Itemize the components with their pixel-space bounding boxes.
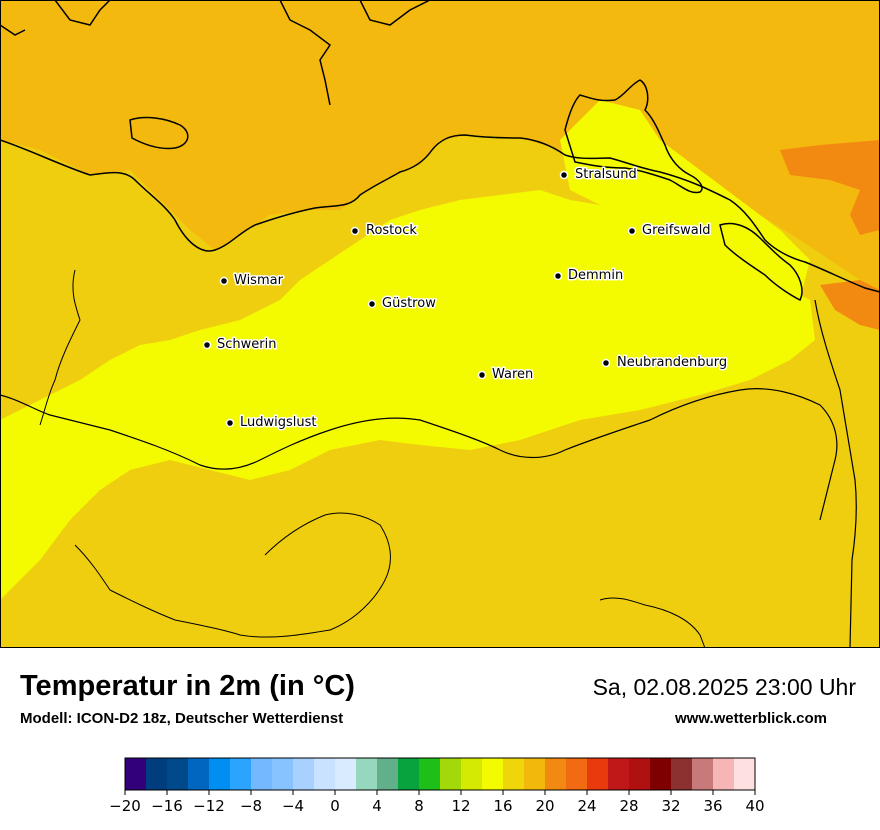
model-source: Modell: ICON-D2 18z, Deutscher Wetterdie… xyxy=(20,710,344,727)
forecast-datetime: Sa, 02.08.2025 23:00 Uhr xyxy=(592,674,856,700)
legend-color-step xyxy=(671,758,693,790)
legend-color-step xyxy=(146,758,168,790)
legend-color-step xyxy=(587,758,609,790)
city-marker-rostock: Rostock xyxy=(350,222,419,240)
legend-color-step xyxy=(377,758,399,790)
coastline xyxy=(0,134,880,293)
city-marker-schwerin: Schwerin xyxy=(202,336,278,354)
city-marker-guestrow: Güstrow xyxy=(367,295,438,313)
color-scale-legend: −20 −16 −12 −8 −4 0 4 8 12 16 20 24 28 32 36 40 xyxy=(109,757,765,815)
city-marker-wismar: Wismar xyxy=(219,272,285,290)
legend-color-step xyxy=(398,758,420,790)
legend-tick-label: 0 xyxy=(330,797,340,815)
legend-tick-label: −4 xyxy=(282,797,304,815)
legend-color-step xyxy=(629,758,651,790)
city-marker-greifswald: Greifswald xyxy=(627,222,712,240)
coast-north-islands xyxy=(0,0,431,106)
legend-color-step xyxy=(251,758,273,790)
legend-color-step xyxy=(545,758,567,790)
warm-area-south xyxy=(550,590,710,648)
legend-color-step xyxy=(440,758,462,790)
legend-tick-label: −20 xyxy=(109,797,141,815)
legend-tick-label: −8 xyxy=(240,797,262,815)
legend-color-step xyxy=(209,758,231,790)
city-marker-waren: Waren xyxy=(477,366,535,384)
legend-frame xyxy=(124,757,756,791)
island-ruegen xyxy=(564,79,703,194)
hot-area-east xyxy=(780,140,880,235)
district-border-south xyxy=(74,512,706,648)
legend-tick-label: 20 xyxy=(535,797,554,815)
district-border-west xyxy=(39,269,81,426)
island-north xyxy=(129,116,189,150)
legend-color-step xyxy=(356,758,378,790)
legend-color-step xyxy=(314,758,336,790)
legend-color-step xyxy=(293,758,315,790)
legend-color-step xyxy=(419,758,441,790)
city-label-stralsund: Stralsund xyxy=(575,167,637,182)
city-label-demmin: Demmin xyxy=(568,268,623,283)
legend-color-step xyxy=(167,758,189,790)
legend-tick-label: 28 xyxy=(619,797,638,815)
city-label-greifswald: Greifswald xyxy=(642,223,711,238)
city-label-guestrow: Güstrow xyxy=(382,296,436,311)
legend-color-step xyxy=(608,758,630,790)
map-title: Temperatur in 2m (in °C) xyxy=(20,670,355,702)
legend-color-step xyxy=(461,758,483,790)
legend-color-step xyxy=(230,758,252,790)
city-marker-neubrandenburg: Neubrandenburg xyxy=(601,354,729,372)
legend-color-step xyxy=(524,758,546,790)
state-border-east xyxy=(814,299,857,648)
legend-color-step xyxy=(503,758,525,790)
hot-area-southeast xyxy=(820,280,880,330)
legend-color-step xyxy=(188,758,210,790)
land-mild-coast xyxy=(560,100,810,300)
legend-color-step xyxy=(335,758,357,790)
city-marker-demmin: Demmin xyxy=(553,267,625,285)
legend-tick-label: −12 xyxy=(193,797,225,815)
legend-color-step xyxy=(734,758,756,790)
city-label-neubrandenburg: Neubrandenburg xyxy=(617,355,727,370)
website-credit: www.wetterblick.com xyxy=(675,710,827,727)
legend-color-step xyxy=(692,758,714,790)
legend-tick-label: 40 xyxy=(745,797,764,815)
city-marker-stralsund: Stralsund xyxy=(559,166,638,184)
legend-color-step xyxy=(272,758,294,790)
city-label-ludwigslust: Ludwigslust xyxy=(240,415,317,430)
city-marker-ludwigslust: Ludwigslust xyxy=(225,414,318,432)
legend-tick-label: −16 xyxy=(151,797,183,815)
city-label-rostock: Rostock xyxy=(366,223,417,238)
legend-tick-label: 24 xyxy=(577,797,596,815)
land-mild-area xyxy=(0,190,815,600)
state-border xyxy=(0,388,838,521)
city-label-waren: Waren xyxy=(492,367,533,382)
legend-tick-label: 32 xyxy=(661,797,680,815)
legend-color-step xyxy=(482,758,504,790)
legend-color-step xyxy=(650,758,672,790)
city-label-wismar: Wismar xyxy=(234,273,284,288)
city-label-schwerin: Schwerin xyxy=(217,337,276,352)
legend-color-step xyxy=(125,758,147,790)
legend-tick-label: 12 xyxy=(451,797,470,815)
island-usedom xyxy=(719,222,803,302)
legend-color-step xyxy=(713,758,735,790)
temperature-map: Stralsund Rostock Greifswald Wismar Demm… xyxy=(0,0,880,648)
legend-tick-label: 16 xyxy=(493,797,512,815)
legend-color-step xyxy=(566,758,588,790)
legend-tick-label: 36 xyxy=(703,797,722,815)
legend-tick-label: 4 xyxy=(372,797,382,815)
legend-tick-label: 8 xyxy=(414,797,424,815)
